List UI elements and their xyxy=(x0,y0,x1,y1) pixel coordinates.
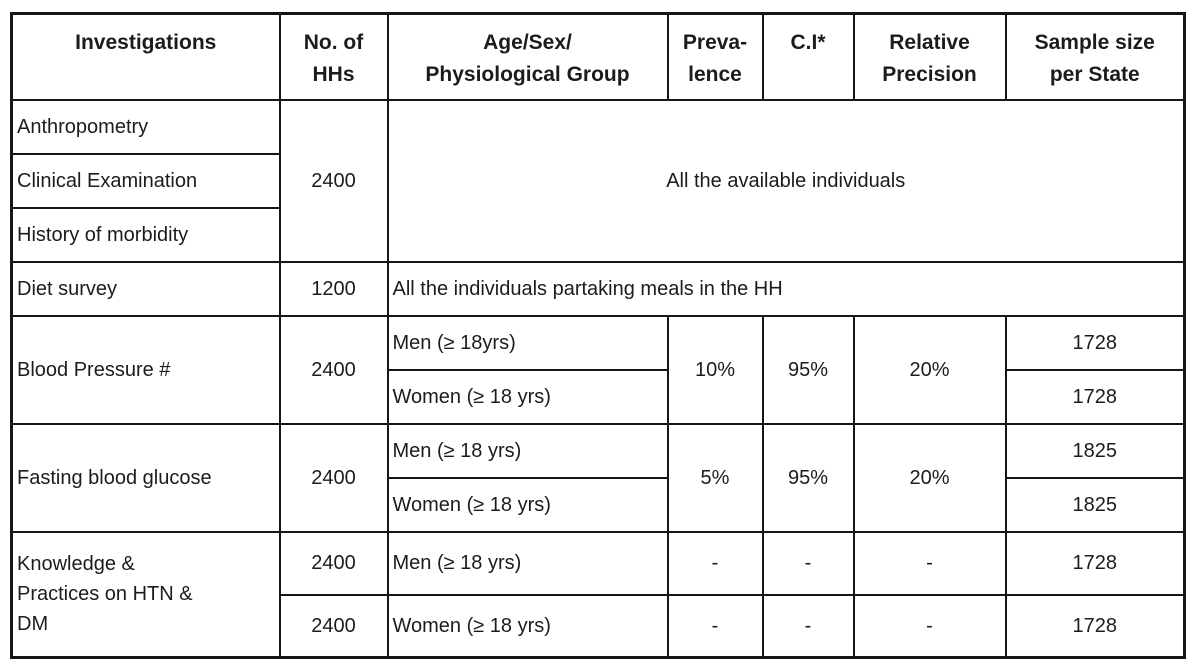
header-no-of-hhs: No. of HHs xyxy=(278,12,389,101)
cell-bp-women-group: Women (≥ 18 yrs) xyxy=(386,368,669,425)
cell-knowledge-men-sample: 1728 xyxy=(1004,530,1186,596)
cell-bp-prevalence: 10% xyxy=(666,314,764,425)
row-history-of-morbidity: History of morbidity xyxy=(10,206,1185,263)
cell-fbg-men-group: Men (≥ 18 yrs) xyxy=(386,422,669,479)
cell-fbg-ci: 95% xyxy=(761,422,855,533)
cell-bp-men-sample: 1728 xyxy=(1004,314,1186,371)
row-anthropometry: Anthropometry 2400 All the available ind… xyxy=(10,98,1186,263)
cell-bp-men-group: Men (≥ 18yrs) xyxy=(386,314,669,371)
cell-knowledge-women-prevalence: - xyxy=(666,593,764,659)
cell-group1-hhs: 2400 xyxy=(278,98,389,263)
cell-group1-scope: All the available individuals xyxy=(386,98,1186,263)
cell-fbg-women-sample: 1825 xyxy=(1004,476,1186,533)
header-ci: C.I* xyxy=(761,12,855,101)
row-fasting-glucose-women: Women (≥ 18 yrs) 1825 xyxy=(12,476,1186,533)
cell-knowledge-men-prevalence: - xyxy=(666,530,764,596)
cell-bp-investigation: Blood Pressure # xyxy=(10,314,281,425)
cell-clinical-examination: Clinical Examination xyxy=(10,152,281,209)
cell-knowledge-men-relative-precision: - xyxy=(852,530,1007,596)
row-knowledge-men: Knowledge & Practices on HTN & DM 2400 M… xyxy=(10,530,1186,659)
cell-diet-investigation: Diet survey xyxy=(10,260,281,317)
cell-bp-women-sample: 1728 xyxy=(1004,368,1186,425)
cell-knowledge-women-sample: 1728 xyxy=(1004,593,1186,659)
header-investigations: Investigations xyxy=(10,12,281,101)
cell-fbg-women-group: Women (≥ 18 yrs) xyxy=(386,476,669,533)
row-clinical-examination: Clinical Examination xyxy=(10,152,1185,209)
cell-history-of-morbidity: History of morbidity xyxy=(10,206,281,263)
cell-fbg-investigation: Fasting blood glucose xyxy=(10,422,281,533)
cell-knowledge-investigation: Knowledge & Practices on HTN & DM xyxy=(10,530,281,659)
cell-knowledge-women-hhs: 2400 xyxy=(278,593,389,659)
header-sample-size: Sample size per State xyxy=(1004,12,1186,101)
cell-diet-scope: All the individuals partaking meals in t… xyxy=(386,260,1186,317)
cell-knowledge-women-group: Women (≥ 18 yrs) xyxy=(386,593,669,659)
cell-fbg-prevalence: 5% xyxy=(666,422,764,533)
cell-fbg-relative-precision: 20% xyxy=(852,422,1007,533)
cell-bp-relative-precision: 20% xyxy=(852,314,1007,425)
row-fasting-glucose-men: Fasting blood glucose 2400 Men (≥ 18 yrs… xyxy=(10,422,1186,533)
header-relative-precision: Relative Precision xyxy=(852,12,1007,101)
header-age-sex-group: Age/Sex/ Physiological Group xyxy=(386,12,669,101)
cell-knowledge-men-hhs: 2400 xyxy=(278,530,389,596)
cell-anthropometry: Anthropometry xyxy=(10,98,281,155)
cell-bp-hhs: 2400 xyxy=(278,314,389,425)
header-prevalence: Preva- lence xyxy=(666,12,764,101)
cell-knowledge-women-relative-precision: - xyxy=(852,593,1007,659)
cell-knowledge-men-group: Men (≥ 18 yrs) xyxy=(386,530,669,596)
cell-knowledge-women-ci: - xyxy=(761,593,855,659)
row-blood-pressure-men: Blood Pressure # 2400 Men (≥ 18yrs) 10% … xyxy=(10,314,1186,425)
cell-knowledge-men-ci: - xyxy=(761,530,855,596)
cell-bp-ci: 95% xyxy=(761,314,855,425)
row-knowledge-women: 2400 Women (≥ 18 yrs) - - - 1728 xyxy=(12,593,1186,659)
cell-fbg-hhs: 2400 xyxy=(278,422,389,533)
header-row: Investigations No. of HHs Age/Sex/ Physi… xyxy=(10,12,1186,101)
sampling-design-table: Investigations No. of HHs Age/Sex/ Physi… xyxy=(10,12,1186,659)
cell-fbg-men-sample: 1825 xyxy=(1004,422,1186,479)
row-blood-pressure-women: Women (≥ 18 yrs) 1728 xyxy=(12,368,1186,425)
row-diet-survey: Diet survey 1200 All the individuals par… xyxy=(10,260,1186,317)
cell-diet-hhs: 1200 xyxy=(278,260,389,317)
